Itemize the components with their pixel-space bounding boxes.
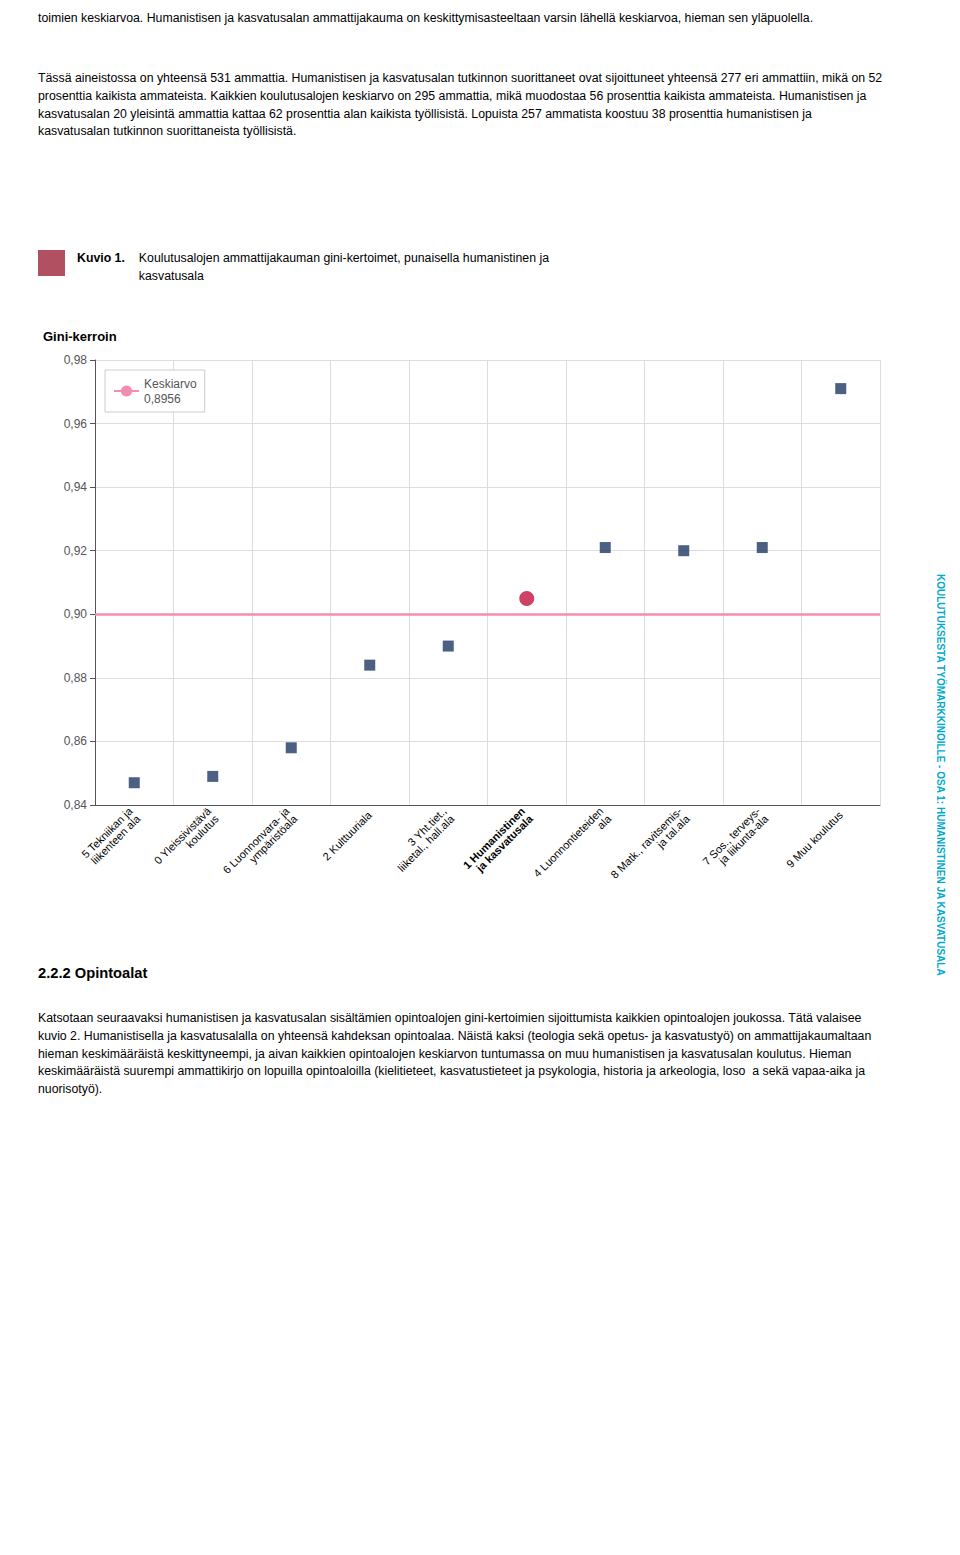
svg-text:ja liikunta-ala: ja liikunta-ala [716, 812, 771, 867]
svg-text:6 Luonnonvara- ja: 6 Luonnonvara- ja [220, 804, 292, 876]
html-text:2.2.2 Opintoalat: 2.2.2 Opintoalat [38, 965, 148, 981]
svg-text:9 Muu koulutus: 9 Muu koulutus [784, 808, 846, 870]
html-text:KOULUTUKSESTA TYÖMARKKINOILLE: KOULUTUKSESTA TYÖMARKKINOILLE - OSA 1: H… [935, 574, 946, 976]
svg-text:0,84: 0,84 [64, 798, 88, 812]
svg-text:ja tal.ala: ja tal.ala [654, 812, 693, 851]
svg-text:0,98: 0,98 [64, 353, 88, 367]
svg-text:1 Humanistinen: 1 Humanistinen [460, 804, 528, 872]
html-text:toimien keskiarvoa. Humanistis: toimien keskiarvoa. Humanistisen ja kasv… [38, 11, 814, 25]
svg-text:Keskiarvo: Keskiarvo [144, 377, 197, 391]
html-text:Katsotaan seuraavaksi humanist: Katsotaan seuraavaksi humanistisen ja ka… [38, 1011, 872, 1097]
html-text:Koulutusalojen ammattijakauman: Koulutusalojen ammattijakauman gini-kert… [138, 251, 549, 283]
svg-text:liiketal., hall.ala: liiketal., hall.ala [395, 812, 457, 874]
svg-text:0 Yleissivistävä: 0 Yleissivistävä [151, 804, 214, 867]
svg-text:0,96: 0,96 [64, 417, 88, 431]
svg-text:0,90: 0,90 [64, 607, 88, 621]
svg-text:ympäristöala: ympäristöala [247, 812, 300, 865]
svg-text:0,92: 0,92 [64, 544, 88, 558]
svg-text:0,94: 0,94 [64, 480, 88, 494]
svg-text:ala: ala [595, 812, 614, 831]
svg-text:0,8956: 0,8956 [144, 392, 181, 406]
svg-text:Gini-kerroin: Gini-kerroin [43, 329, 117, 344]
svg-text:koulutus: koulutus [183, 812, 221, 850]
html-text:Tässä aineistossa on yhteensä: Tässä aineistossa on yhteensä 531 ammatt… [38, 71, 883, 139]
svg-text:4 Luonnontieteiden: 4 Luonnontieteiden [531, 805, 606, 880]
svg-text:0,86: 0,86 [64, 734, 88, 748]
svg-text:0,88: 0,88 [64, 671, 88, 685]
svg-text:8 Matk., ravitsemis-: 8 Matk., ravitsemis- [608, 805, 684, 881]
svg-text:liikenteen ala: liikenteen ala [89, 812, 143, 866]
svg-text:5 Tekniikan ja: 5 Tekniikan ja [79, 804, 135, 861]
svg-text:3 Yht.tiet.,: 3 Yht.tiet., [405, 804, 449, 849]
svg-text:ja kasvatusala: ja kasvatusala [473, 812, 536, 875]
svg-text:7 Sos., terveys-: 7 Sos., terveys- [700, 804, 763, 868]
svg-text:2 Kulttuuriala: 2 Kulttuuriala [320, 808, 374, 862]
html-text:Kuvio 1.: Kuvio 1. [77, 251, 125, 265]
